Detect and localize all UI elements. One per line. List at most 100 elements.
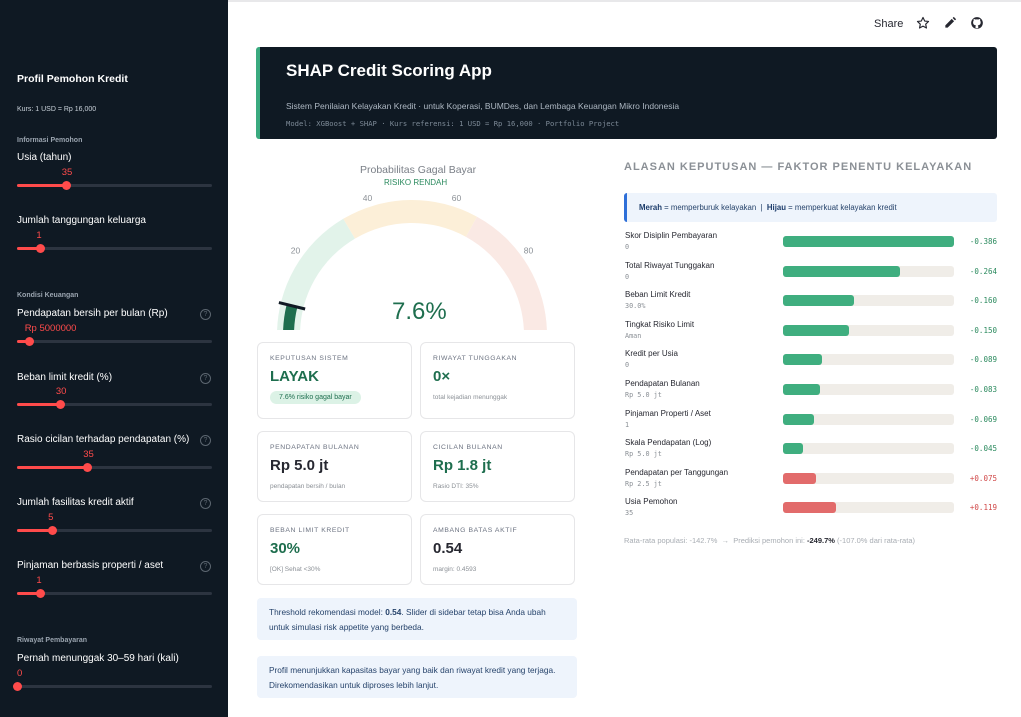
shap-value: -0.089 [969,355,997,365]
gauge-marker [278,301,306,311]
slider-thumb[interactable] [61,181,71,190]
slider-track[interactable] [13,682,212,691]
shap-value: -0.045 [969,444,997,454]
slider-fill [17,184,66,187]
slider-thumb[interactable] [55,400,65,409]
card-installment-sub: Rasio DTI: 35% [433,483,479,490]
card-installment-key: CICILAN BULANAN [433,444,503,451]
gauge-risk-label: RISIKO RENDAH [384,178,448,187]
shap-bar-track [783,324,954,336]
slider-label: Pendapatan bersih per bulan (Rp) [17,308,168,319]
shap-value: +0.119 [969,503,997,513]
help-icon[interactable]: ? [200,498,211,509]
shap-bar [783,502,836,514]
shap-bar-track [783,354,954,366]
slider-thumb[interactable] [36,589,46,598]
feature-value: 0 [625,272,630,281]
slider-fill [17,340,29,343]
slider-fill [17,592,41,595]
toolbar-border [228,0,1021,2]
feature-value: 1 [625,420,630,429]
feature-name: Pendapatan per Tanggungan [625,467,729,477]
gauge-tick-label: 80 [524,245,534,255]
share-button[interactable]: Share [874,18,904,30]
shap-value: -0.150 [969,325,997,335]
slider-label: Rasio cicilan terhadap pendapatan (%) [17,434,190,445]
help-icon[interactable]: ? [200,561,211,572]
star-icon[interactable] [916,16,930,30]
slider-thumb[interactable] [24,337,34,346]
feature-name: Total Riwayat Tunggakan [625,260,715,270]
slider-value: 35 [83,449,94,460]
legend-green-word: Hijau [766,203,786,212]
card-arrears-sub: total kejadian menunggak [433,394,508,401]
feature-name: Beban Limit Kredit [625,290,691,300]
gauge-band-high [465,216,547,330]
slider-track[interactable] [17,589,212,598]
feature-value: Rp 2.5 jt [625,479,662,488]
gauge-band-mid [343,200,478,239]
feature-name: Pendapatan Bulanan [625,379,700,388]
github-icon[interactable] [970,16,984,30]
threshold-note-text-a: Threshold rekomendasi model: [269,607,386,617]
shap-value: -0.069 [969,414,997,424]
card-credit-limit: BEBAN LIMIT KREDIT 30% [OK] Sehat <30% [257,514,412,585]
edit-icon[interactable] [943,16,957,30]
help-icon[interactable]: ? [200,435,211,446]
feature-name: Tingkat Risiko Limit [625,319,695,329]
slider-track[interactable] [17,181,212,190]
shap-bar-track [783,265,954,277]
slider-track[interactable] [17,463,212,472]
slider-thumb[interactable] [83,463,93,472]
exchange-rate-note: Kurs: 1 USD = Rp 16,000 [17,106,97,113]
slider-thumb[interactable] [48,526,58,535]
slider-thumb[interactable] [36,244,46,253]
card-threshold-key: AMBANG BATAS AKTIF [433,527,518,534]
help-icon[interactable]: ? [200,373,211,384]
slider-value: Rp 5000000 [24,323,77,334]
card-arrears-value: 0× [433,368,451,385]
section-label-history: Riwayat Pembayaran [17,637,88,644]
risk-pill: 7.6% risiko gagal bayar [270,391,361,404]
card-income-value: Rp 5.0 jt [270,457,329,474]
reasons-title: ALASAN KEPUTUSAN — FAKTOR PENENTU KELAYA… [624,161,973,173]
slider-track[interactable] [17,337,212,346]
gauge-title: Probabilitas Gagal Bayar [360,164,477,176]
card-decision-value: LAYAK [270,368,319,385]
slider-track[interactable] [17,244,212,253]
profile-note: Profil menunjukkan kapasitas bayar yang … [257,656,577,698]
slider-thumb[interactable] [13,682,22,691]
card-threshold-sub: margin: 0.4593 [433,566,477,573]
prediction-summary-value: -249.7% [807,536,835,545]
help-icon[interactable]: ? [200,309,211,320]
gauge-value-arc [283,304,298,330]
shap-value: -0.264 [969,266,997,276]
feature-name: Skor Disiplin Pembayaran [625,231,718,240]
prediction-summary-a: Rata-rata populasi: -142.7% → Prediksi p… [624,536,808,545]
card-threshold: AMBANG BATAS AKTIF 0.54 margin: 0.4593 [420,514,575,585]
shap-bar [783,236,954,247]
slider-track[interactable] [17,400,212,409]
section-label-finance: Kondisi Keuangan [17,292,79,299]
card-arrears-key: RIWAYAT TUNGGAKAN [433,355,518,362]
probability-gauge: 020406080100 [277,193,547,330]
legend-red-word: Merah [639,203,662,212]
prediction-summary: Rata-rata populasi: -142.7% → Prediksi p… [624,536,915,545]
card-income: PENDAPATAN BULANAN Rp 5.0 jt pendapatan … [257,431,412,502]
shap-bar [783,324,850,336]
slider-label: Pernah menunggak 30–59 hari (kali) [17,653,179,664]
slider-track[interactable] [17,526,212,535]
card-arrears: RIWAYAT TUNGGAKAN 0× total kejadian menu… [420,342,575,419]
shap-bar-track [783,472,954,484]
shap-bar [783,413,814,425]
slider-label: Pinjaman berbasis properti / aset [17,560,164,571]
prediction-summary-c: (-107.0% dari rata-rata) [834,536,915,545]
legend-green-text: = memperkuat kelayakan kredit [785,203,897,212]
feature-value: Rp 5.0 jt [625,391,662,399]
feature-value: 30.0% [625,302,646,311]
card-decision: KEPUTUSAN SISTEM LAYAK 7.6% risiko gagal… [257,342,412,419]
shap-bar-track [783,502,954,514]
shap-bar-track [783,413,954,425]
feature-value: Rp 5.0 jt [625,450,662,459]
feature-value: Aman [625,331,642,340]
